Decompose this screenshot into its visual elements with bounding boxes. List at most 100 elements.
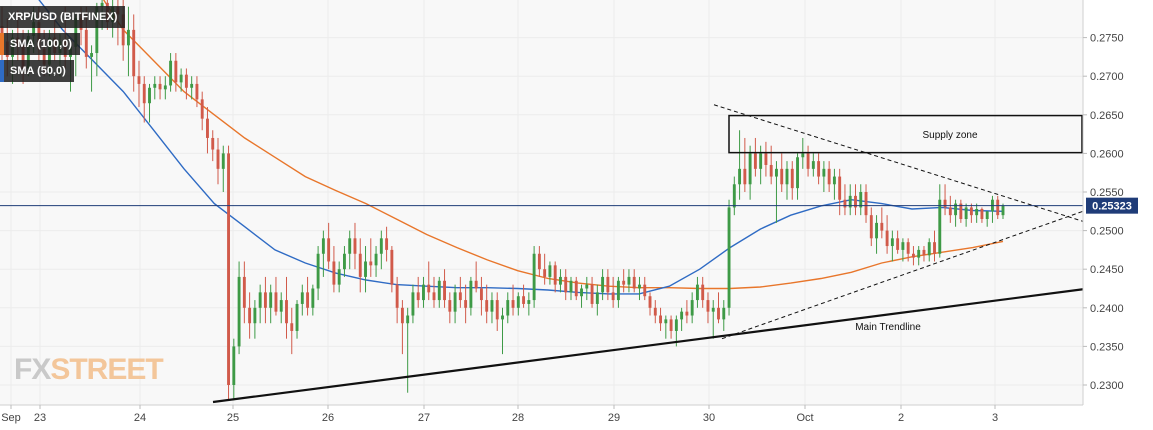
plot-background [0,0,1083,405]
candle-bear [864,192,868,216]
legend-sma100-label: SMA (100,0) [10,38,72,50]
candle-bear [764,153,768,165]
candle-bull [727,207,731,308]
candle-bear [200,99,204,119]
candle-bull [680,311,684,320]
x-tick-label: 29 [608,412,620,424]
candle-bull [585,284,589,289]
candle-bear [395,284,399,308]
candle-bear [158,83,162,90]
candle-bull [532,253,536,301]
legend-symbol: XRP/USD (BITFINEX) [0,6,126,28]
candle-bear [885,230,889,247]
candle-bear [195,83,199,100]
candle-bear [869,215,873,239]
candle-bear [606,276,610,293]
watermark-fx: FX [14,353,51,386]
y-axis-panel [1083,0,1153,430]
legend-sma100-swatch [0,33,4,55]
candle-bear [769,164,773,177]
candle-bull [279,300,283,312]
candle-bull [796,157,799,189]
candle-bear [743,168,747,185]
candle-bear [922,249,926,256]
candle-bear [590,284,594,304]
candle-bear [511,300,515,308]
candle-bull [627,276,631,285]
candle-bull [1001,205,1005,216]
candle-bull [232,346,236,385]
candle-bull [237,276,241,347]
candle-bull [411,292,415,316]
candle-bull [664,319,668,324]
candle-bull [506,300,510,316]
candle-bull [738,168,742,185]
y-axis: 0.2300 0.2350 0.2400 0.2450 0.2500 0.2550 0.26… [1083,33,1124,392]
x-tick-label: Oct [796,412,813,424]
candle-bear [306,292,310,308]
candle-bull [100,2,104,7]
candle-bull [875,222,879,239]
candle-bear [479,288,483,301]
candle-bear [574,280,578,297]
candle-bear [121,14,125,46]
candle-bear [211,137,215,150]
candle-bear [959,203,963,220]
candle-bull [311,288,315,308]
candle-bull [954,203,958,216]
legend-sma100: SMA (100,0) [0,33,80,55]
candle-bull [342,253,346,270]
candle-bear [358,253,362,277]
candle-bear [906,242,910,254]
candle-bull [711,307,715,312]
candle-bear [137,76,141,84]
candle-bear [458,292,462,301]
candle-bull [964,207,968,220]
candle-bull [74,18,78,47]
candle-bull [938,199,942,254]
candle-bear [184,74,188,88]
candle-bear [400,307,404,324]
legend-sma50-swatch [0,60,4,82]
candle-bull [822,168,826,177]
candle-bull [674,319,678,331]
candle-bull [859,192,863,208]
supply-zone-label: Supply zone [922,130,977,141]
candle-bull [759,153,763,169]
candle-bull [490,300,494,312]
candle-bear [385,238,389,250]
candle-bear [448,300,452,312]
candle-bull [179,74,183,83]
candle-bull [832,176,836,185]
candle-bull [163,85,167,90]
y-tick-label: 0.2700 [1090,71,1124,83]
candle-bull [917,249,921,258]
x-tick-label: 24 [134,412,146,424]
candle-bull [258,292,262,308]
y-tick-label: 0.2500 [1090,226,1124,238]
candle-bear [701,284,705,301]
candle-bear [142,83,146,104]
y-tick-label: 0.2450 [1090,264,1124,276]
candle-bear [843,199,847,208]
candle-bull [337,269,341,285]
candle-bear [717,307,720,320]
main-trendline-label: Main Trendline [855,322,921,333]
candle-bear [285,300,288,324]
candle-bear [416,292,420,301]
candle-bear [790,168,794,189]
candle-bull [638,284,641,289]
candle-bear [537,253,541,270]
candle-bear [132,29,136,77]
watermark-street: STREET [50,353,163,386]
y-tick-label: 0.2550 [1090,187,1124,199]
y-tick-label: 0.2650 [1090,110,1124,122]
candle-bull [516,296,520,308]
candle-bear [216,149,220,169]
candle-bear [553,265,557,285]
candle-bull [316,253,320,289]
candle-bear [806,153,810,169]
candle-bull [785,168,789,185]
candle-bear [669,319,673,331]
